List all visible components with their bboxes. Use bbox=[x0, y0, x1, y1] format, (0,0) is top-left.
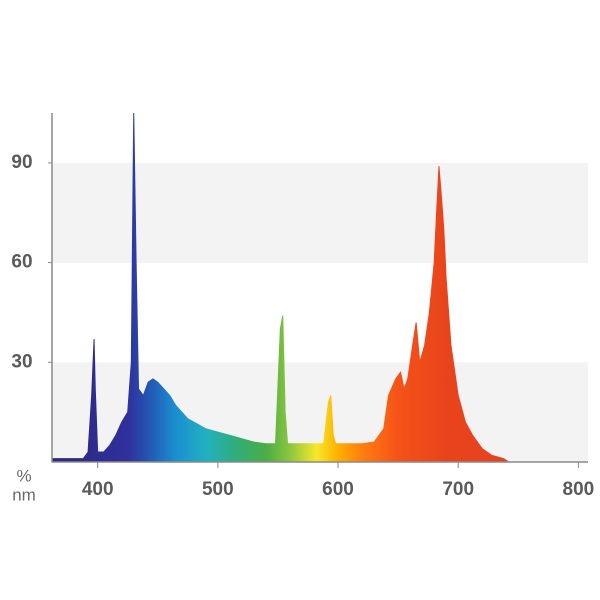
y-tick-label: 60 bbox=[11, 252, 32, 273]
x-tick-label: 600 bbox=[322, 479, 354, 500]
y-tick-label: 90 bbox=[11, 152, 32, 173]
x-tick-label: 500 bbox=[202, 479, 234, 500]
x-tick-label: 700 bbox=[442, 479, 474, 500]
x-tick-label: 400 bbox=[82, 479, 114, 500]
spectrum-area bbox=[51, 112, 511, 463]
x-axis-label: nm bbox=[12, 485, 36, 504]
grid-band bbox=[52, 162, 588, 263]
y-axis-label: % bbox=[16, 466, 31, 485]
y-tick-label: 30 bbox=[11, 351, 32, 372]
x-tick-label: 800 bbox=[563, 479, 595, 500]
